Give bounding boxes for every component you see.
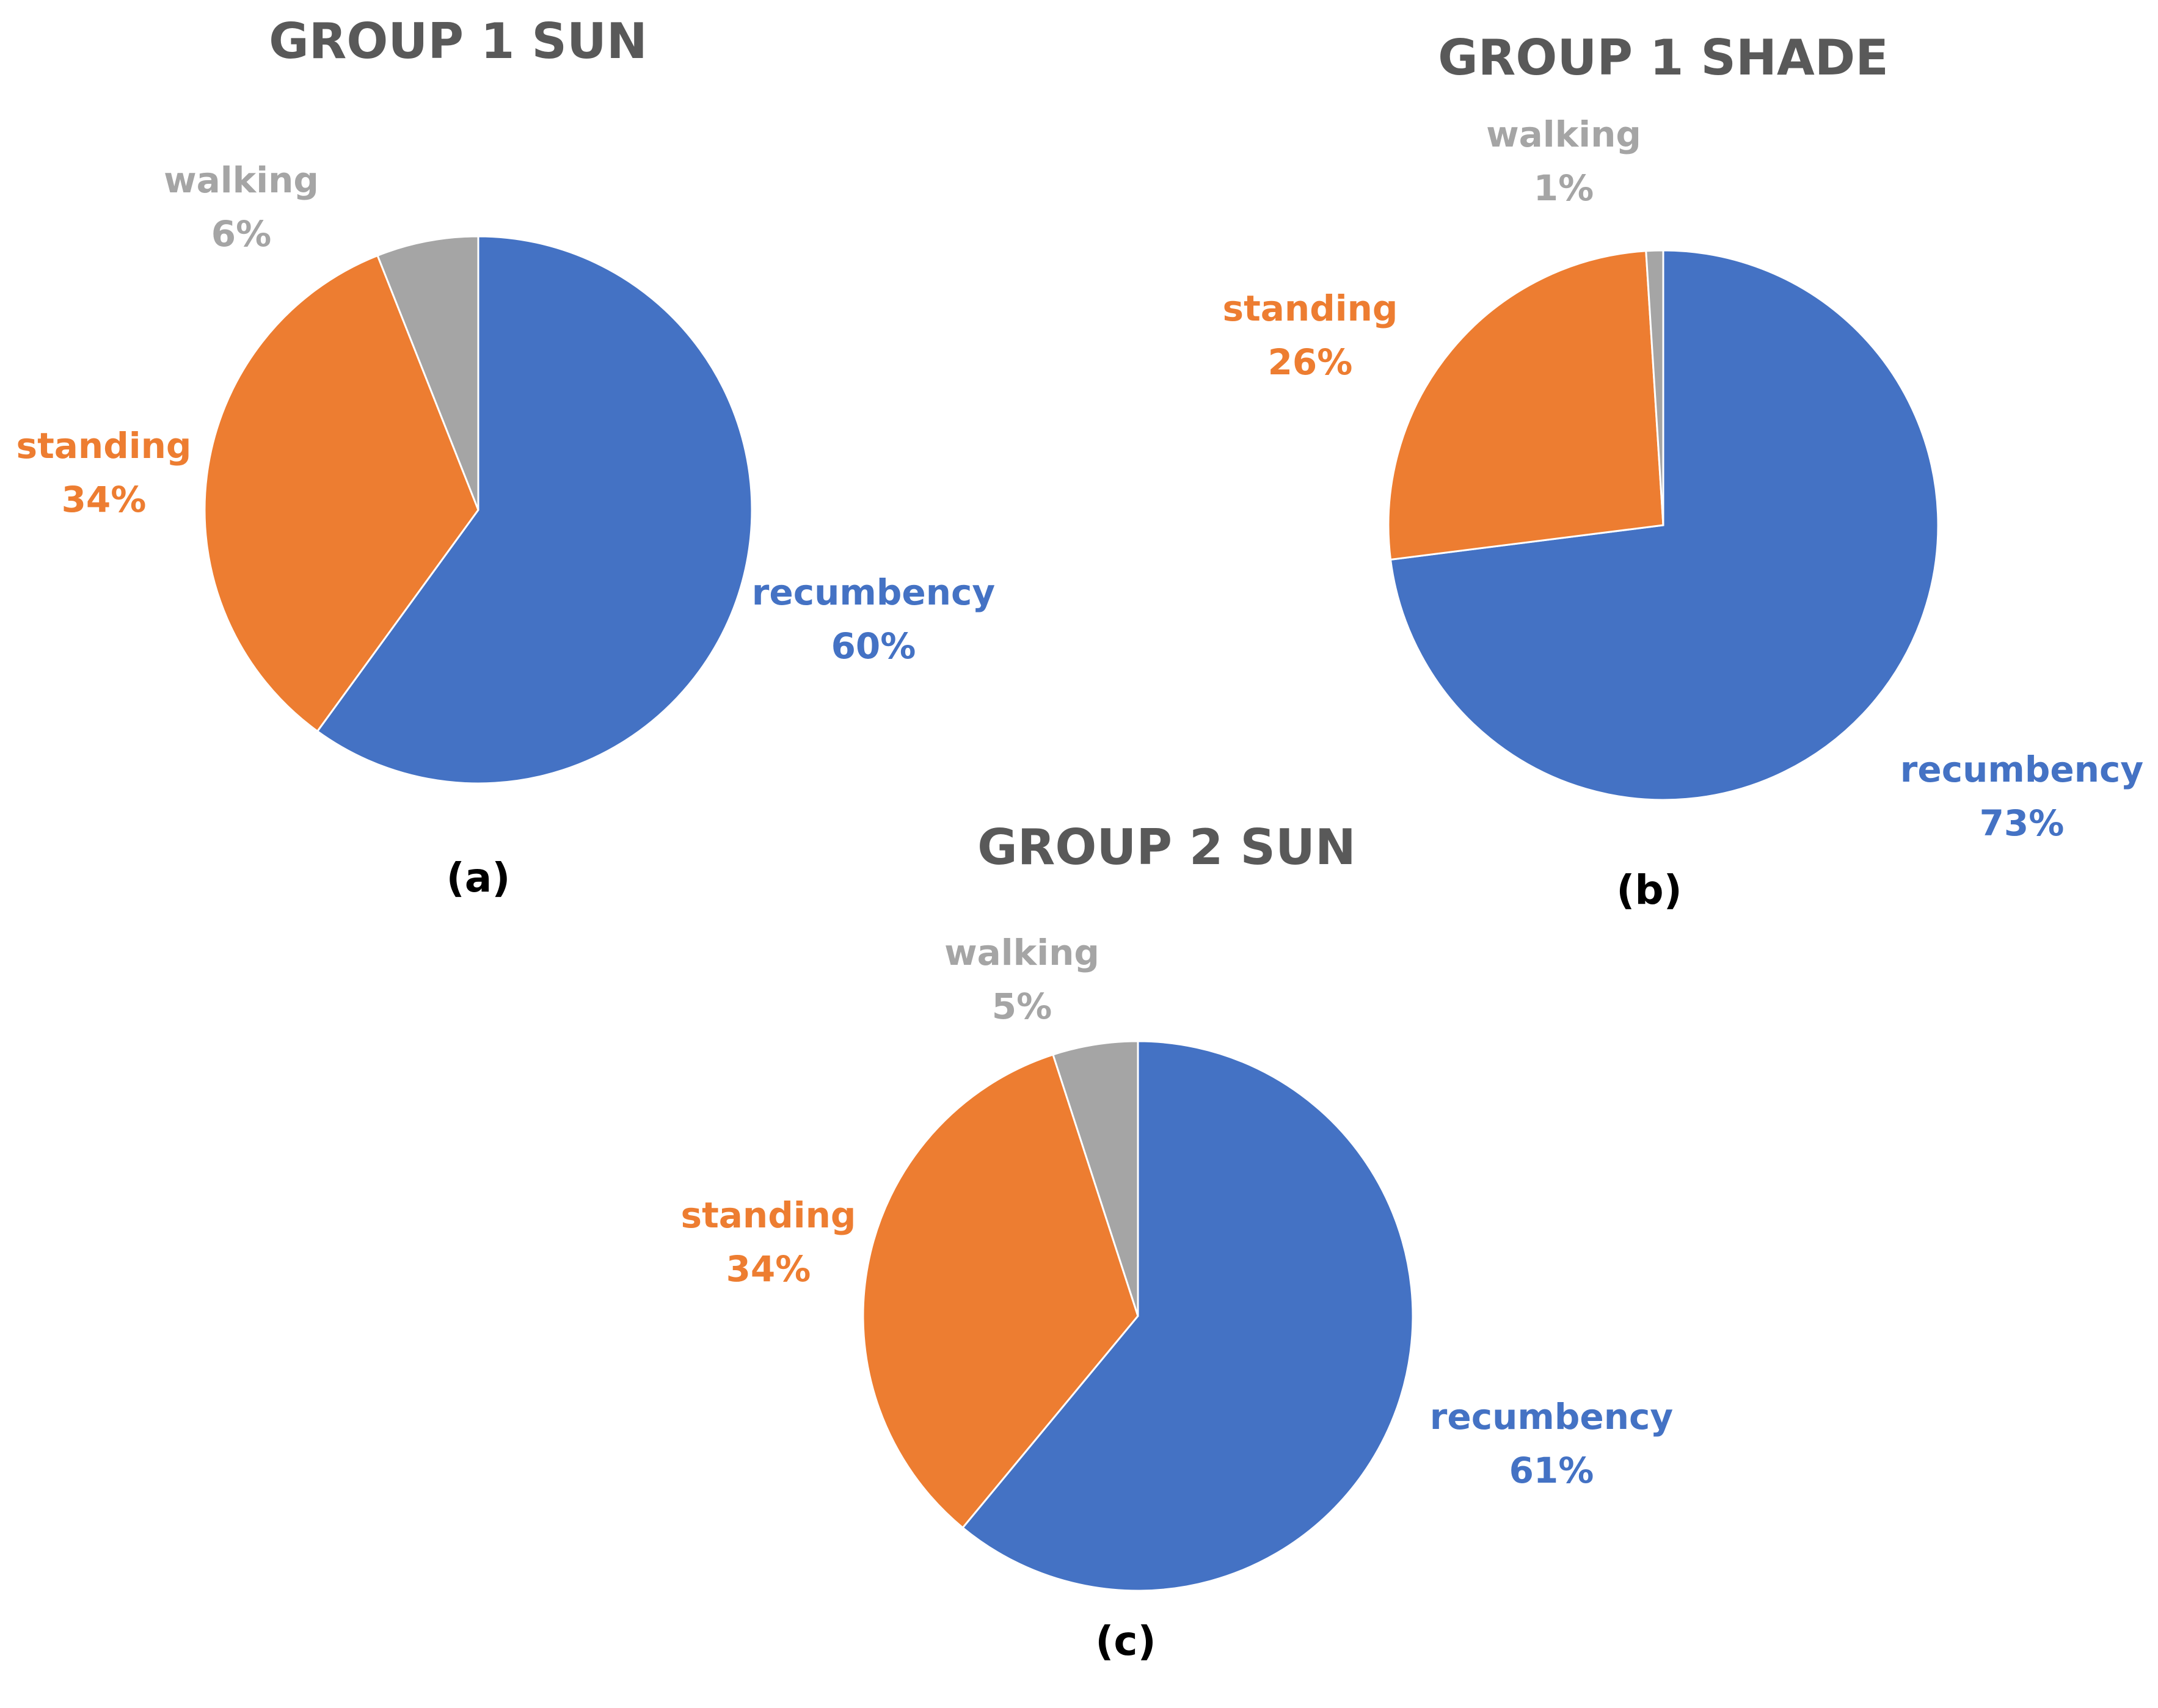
panel-label: (c) (1095, 1618, 1156, 1665)
slice-label-recumbency: recumbency (1900, 749, 2143, 790)
slice-label-recumbency: recumbency (752, 572, 995, 613)
slice-value-standing: 26% (1268, 341, 1353, 383)
chart-title: GROUP 1 SUN (269, 13, 647, 70)
slice-value-walking: 1% (1534, 167, 1594, 209)
slice-value-walking: 6% (211, 213, 271, 255)
pie-slice-walking (1645, 249, 1664, 526)
slice-label-standing: standing (681, 1194, 856, 1236)
pie-slice-standing (1387, 250, 1664, 561)
slice-value-standing: 34% (726, 1248, 811, 1290)
slice-label-walking: walking (164, 159, 319, 201)
panel-label: (a) (447, 854, 511, 901)
slice-label-recumbency: recumbency (1430, 1396, 1673, 1437)
pie-slice-recumbency (316, 235, 753, 785)
pie-slice-walking (376, 235, 479, 511)
slice-label-walking: walking (1486, 114, 1641, 155)
chart-title: GROUP 1 SHADE (1438, 29, 1889, 86)
slice-label-walking: walking (944, 932, 1099, 973)
slice-value-recumbency: 60% (831, 625, 916, 667)
slice-value-standing: 34% (62, 479, 147, 520)
pie-slice-walking (1052, 1040, 1139, 1317)
pie-slice-recumbency (961, 1040, 1414, 1592)
slice-value-walking: 5% (992, 986, 1052, 1027)
slice-label-standing: standing (1223, 288, 1398, 329)
pie-chart-2: GROUP 1 SHADE recumbency 73% standing 26% wal… (1223, 29, 2144, 914)
pie-slice-recumbency (1389, 249, 1939, 801)
pie-chart-1: GROUP 1 SUN recumbency 60% standing 34% walki… (16, 13, 996, 901)
panel-label: (b) (1616, 867, 1682, 914)
pie-slice-standing (203, 254, 479, 733)
slice-value-recumbency: 73% (1980, 802, 2065, 844)
slice-value-recumbency: 61% (1509, 1450, 1594, 1491)
pie-chart-3: GROUP 2 SUN recumbency 61% standing 34% walki… (681, 819, 1674, 1665)
pie-slice-standing (862, 1053, 1139, 1529)
slice-label-standing: standing (16, 425, 192, 467)
chart-title: GROUP 2 SUN (977, 819, 1356, 876)
